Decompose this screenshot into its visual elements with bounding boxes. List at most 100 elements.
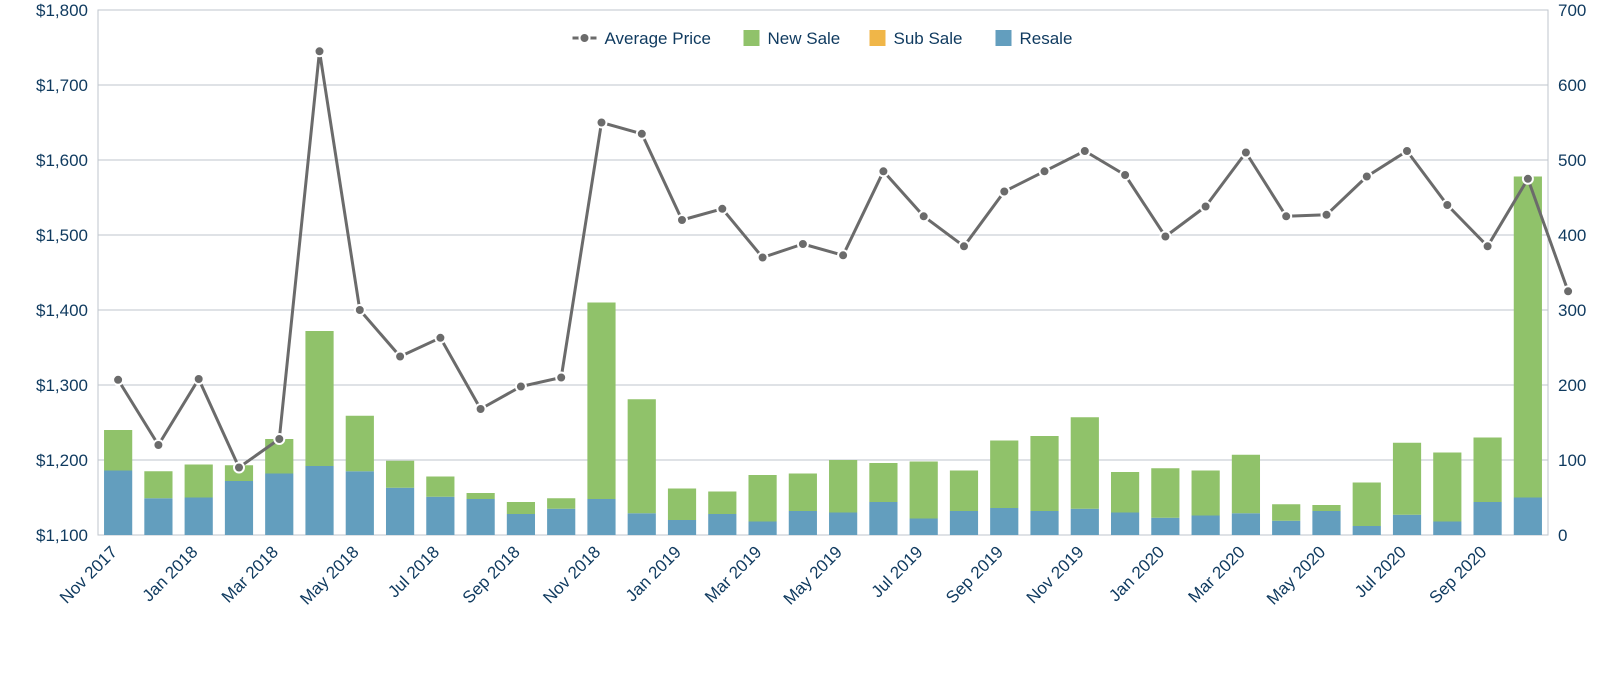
bar-resale [708, 514, 736, 535]
bar-resale [1071, 509, 1099, 535]
bar-resale [990, 508, 1018, 535]
y-left-tick: $1,800 [36, 1, 88, 20]
avg-price-marker [194, 374, 204, 384]
avg-price-marker [1241, 148, 1251, 158]
x-tick-label: May 2018 [296, 542, 362, 608]
avg-price-marker [395, 352, 405, 362]
bar-new_sale [144, 471, 172, 498]
bar-resale [346, 471, 374, 535]
legend-item: Average Price [573, 29, 711, 48]
x-tick-label: May 2020 [1263, 542, 1329, 608]
avg-price-marker [234, 463, 244, 473]
bar-new_sale [1393, 443, 1421, 515]
legend-label: Sub Sale [894, 29, 963, 48]
x-tick-label: Jan 2018 [139, 542, 202, 605]
avg-price-marker [999, 187, 1009, 197]
avg-price-marker [919, 211, 929, 221]
bar-resale [789, 511, 817, 535]
bar-resale [1514, 498, 1542, 536]
bar-new_sale [1071, 417, 1099, 509]
x-tick-label: Nov 2017 [56, 542, 121, 607]
bar-new_sale [1151, 468, 1179, 518]
bar-new_sale [950, 471, 978, 512]
bar-resale [748, 522, 776, 536]
avg-price-marker [838, 250, 848, 260]
x-tick-label: Mar 2018 [218, 542, 282, 606]
bar-new_sale [185, 465, 213, 498]
avg-price-marker [1563, 286, 1573, 296]
bar-resale [507, 514, 535, 535]
bar-resale [547, 509, 575, 535]
bar-resale [1111, 513, 1139, 536]
avg-price-marker [315, 46, 325, 56]
y-left-tick: $1,600 [36, 151, 88, 170]
y-right-tick: 700 [1558, 1, 1586, 20]
bar-resale [1312, 511, 1340, 535]
bar-new_sale [1514, 177, 1542, 498]
bar-new_sale [1433, 453, 1461, 522]
avg-price-marker [758, 253, 768, 263]
avg-price-marker [274, 434, 284, 444]
avg-price-marker [1080, 146, 1090, 156]
bar-new_sale [910, 462, 938, 519]
avg-price-marker [677, 215, 687, 225]
y-right-tick: 100 [1558, 451, 1586, 470]
bar-resale [950, 511, 978, 535]
bar-resale [225, 481, 253, 535]
x-tick-label: Mar 2020 [1185, 542, 1249, 606]
avg-price-marker [637, 129, 647, 139]
avg-price-marker [1120, 170, 1130, 180]
bar-resale [1473, 502, 1501, 535]
bar-resale [869, 502, 897, 535]
bar-new_sale [829, 460, 857, 513]
y-right-tick: 600 [1558, 76, 1586, 95]
avg-price-marker [1523, 174, 1533, 184]
legend-item: Resale [996, 29, 1073, 48]
bar-resale [1232, 513, 1260, 535]
x-tick-label: Sep 2019 [942, 542, 1007, 607]
y-right-tick: 0 [1558, 526, 1567, 545]
legend-item: New Sale [744, 29, 841, 48]
avg-price-marker [597, 118, 607, 128]
avg-price-marker [1442, 200, 1452, 210]
bar-resale [1151, 518, 1179, 535]
avg-price-marker [959, 241, 969, 251]
bar-resale [426, 497, 454, 535]
bar-new_sale [1312, 505, 1340, 511]
bar-new_sale [587, 303, 615, 500]
y-left-tick: $1,400 [36, 301, 88, 320]
x-tick-label: Sep 2020 [1426, 542, 1491, 607]
bar-new_sale [104, 430, 132, 471]
avg-price-marker [516, 382, 526, 392]
y-right-tick: 200 [1558, 376, 1586, 395]
y-right-tick: 400 [1558, 226, 1586, 245]
bar-resale [1353, 526, 1381, 535]
x-tick-label: May 2019 [780, 542, 846, 608]
bar-resale [386, 488, 414, 535]
x-tick-label: Jul 2018 [384, 542, 443, 601]
y-left-tick: $1,700 [36, 76, 88, 95]
bar-resale [104, 471, 132, 536]
avg-price-marker [798, 239, 808, 249]
x-tick-label: Mar 2019 [701, 542, 765, 606]
y-left-tick: $1,100 [36, 526, 88, 545]
bar-new_sale [547, 498, 575, 509]
chart-svg: $1,100$1,200$1,300$1,400$1,500$1,600$1,7… [0, 0, 1600, 674]
bar-new_sale [708, 492, 736, 515]
bar-new_sale [346, 416, 374, 472]
bar-resale [587, 499, 615, 535]
bar-new_sale [1473, 438, 1501, 503]
avg-price-marker [1362, 172, 1372, 182]
bar-resale [668, 520, 696, 535]
bar-resale [829, 513, 857, 536]
x-tick-label: Jan 2019 [622, 542, 685, 605]
x-tick-label: Sep 2018 [459, 542, 524, 607]
avg-price-marker [556, 373, 566, 383]
bar-new_sale [789, 474, 817, 512]
bar-new_sale [990, 441, 1018, 509]
avg-price-marker [878, 166, 888, 176]
avg-price-marker [1483, 241, 1493, 251]
bar-resale [1030, 511, 1058, 535]
legend-label: Resale [1020, 29, 1073, 48]
bar-new_sale [1111, 472, 1139, 513]
